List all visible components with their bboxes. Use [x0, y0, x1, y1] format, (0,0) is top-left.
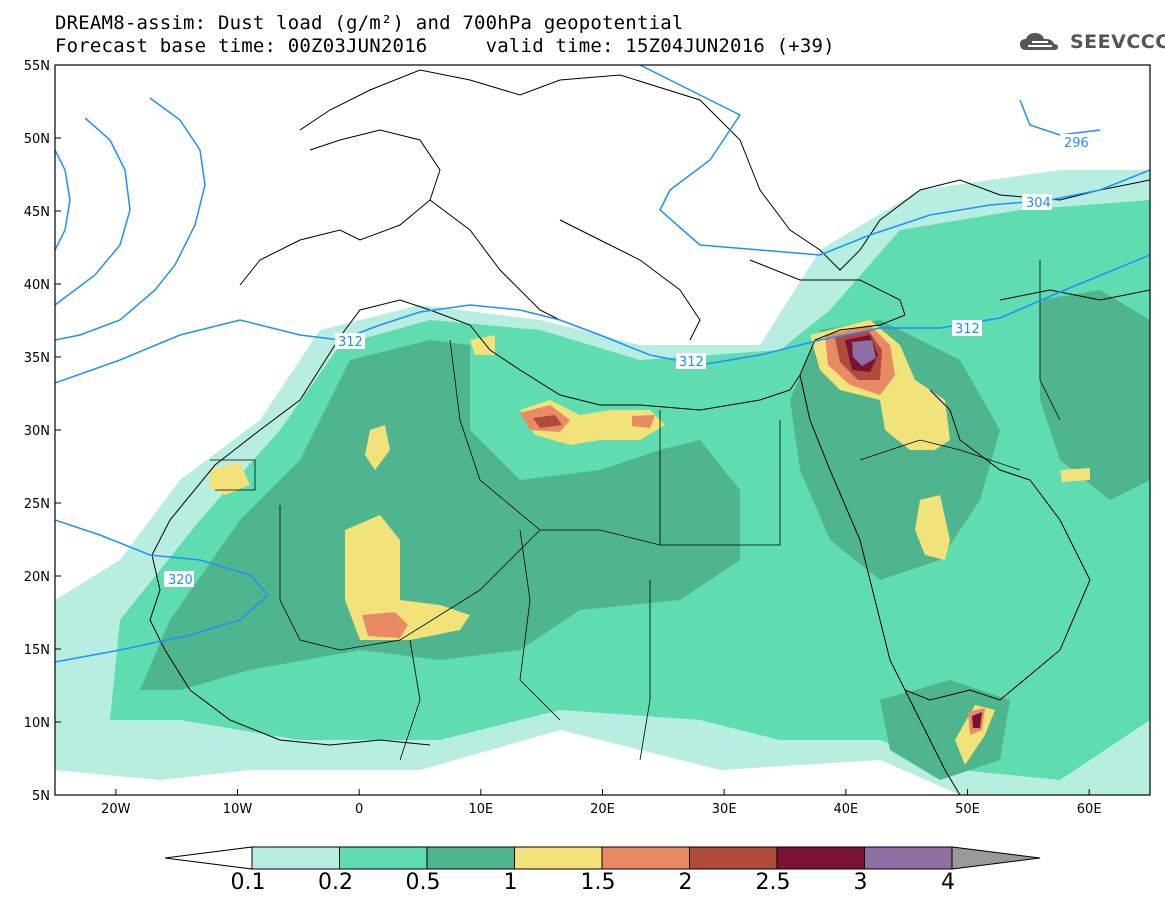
colorbar [164, 846, 1041, 870]
colorbar-label: 0.1 [230, 870, 266, 895]
contour-label-312-center: 312 [679, 355, 704, 370]
cloud-logo-icon [1020, 33, 1058, 50]
colorbar-label: 3 [853, 870, 868, 895]
lat-tick-label: 20N [24, 570, 50, 585]
colorbar-label: 0.5 [405, 870, 441, 895]
colorbar-label: 4 [941, 870, 955, 895]
latitude-axis: 55N 50N 45N 40N 35N 30N 25N 20N 15N 10N 5N [24, 59, 61, 804]
lon-tick-label: 40E [833, 802, 858, 817]
contour-label-312-east: 312 [955, 322, 980, 337]
contour-labels: 296 304 312 312 312 320 [164, 134, 1094, 588]
coastlines [149, 69, 1150, 795]
lat-tick-label: 25N [24, 497, 50, 512]
colorbar-label: 1 [503, 870, 518, 895]
contour-label-320: 320 [168, 573, 193, 588]
contour-label-304: 304 [1026, 196, 1051, 211]
lat-tick-label: 10N [24, 716, 50, 731]
lon-tick-label: 10E [468, 802, 493, 817]
lon-tick-label: 0 [355, 802, 363, 817]
colorbar-label: 2 [678, 870, 693, 895]
lon-tick-label: 50E [955, 802, 980, 817]
dust-load-field [55, 170, 1150, 795]
longitude-axis: 20W 10W 0 10E 20E 30E 40E 50E 60E [101, 789, 1102, 817]
lon-tick-label: 20W [101, 802, 131, 817]
contour-label-312-west: 312 [338, 335, 363, 350]
lon-tick-label: 60E [1077, 802, 1102, 817]
lat-tick-label: 5N [32, 789, 50, 804]
colorbar-segment [601, 846, 690, 870]
colorbar-label: 1.5 [580, 870, 616, 895]
lat-tick-label: 30N [24, 424, 50, 439]
colorbar-segment [339, 846, 428, 870]
map-area: 296 304 312 312 312 320 [55, 65, 1150, 795]
colorbar-min-arrow [164, 846, 253, 870]
map-title-line-2: Forecast base time: 00Z03JUN2016 valid t… [55, 35, 835, 57]
lat-tick-label: 15N [24, 643, 50, 658]
lat-tick-label: 45N [24, 205, 50, 220]
lat-tick-label: 55N [24, 59, 50, 74]
country-borders [210, 260, 1061, 761]
logo-text: SEEVCCC [1070, 31, 1165, 53]
colorbar-segment [251, 846, 340, 870]
lat-tick-label: 40N [24, 278, 50, 293]
colorbar-segment [689, 846, 778, 870]
lon-tick-label: 30E [712, 802, 737, 817]
colorbar-segment [776, 846, 865, 870]
lat-tick-label: 35N [24, 351, 50, 366]
contour-label-296: 296 [1064, 136, 1089, 151]
colorbar-segment [951, 846, 1041, 870]
map-title-line-1: DREAM8-assim: Dust load (g/m²) and 700hP… [55, 12, 684, 34]
lon-tick-label: 20E [590, 802, 615, 817]
colorbar-label: 0.2 [318, 870, 353, 895]
colorbar-segment [514, 846, 603, 870]
colorbar-segment [864, 846, 953, 870]
lon-tick-label: 10W [223, 802, 253, 817]
seevccc-logo: SEEVCCC [1018, 30, 1165, 54]
colorbar-label: 2.5 [755, 870, 791, 895]
geopotential-contours [55, 65, 1150, 663]
colorbar-segment [426, 846, 515, 870]
lat-tick-label: 50N [24, 132, 50, 147]
